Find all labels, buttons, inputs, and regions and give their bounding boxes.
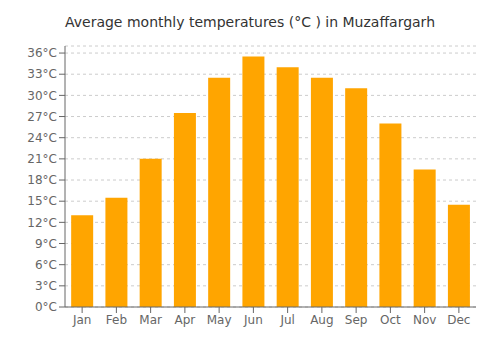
svg-text:Oct: Oct	[380, 313, 401, 327]
svg-text:30°C: 30°C	[27, 89, 57, 103]
svg-text:Aug: Aug	[310, 313, 333, 327]
svg-text:36°C: 36°C	[27, 46, 57, 60]
svg-text:Mar: Mar	[139, 313, 162, 327]
svg-text:27°C: 27°C	[27, 110, 57, 124]
svg-text:24°C: 24°C	[27, 131, 57, 145]
svg-text:Feb: Feb	[106, 313, 127, 327]
svg-text:3°C: 3°C	[35, 279, 57, 293]
svg-text:May: May	[207, 313, 232, 327]
svg-text:Jul: Jul	[279, 313, 294, 327]
svg-text:12°C: 12°C	[27, 216, 57, 230]
svg-text:Sep: Sep	[345, 313, 368, 327]
svg-text:6°C: 6°C	[35, 258, 57, 272]
svg-text:Dec: Dec	[447, 313, 470, 327]
svg-text:21°C: 21°C	[27, 152, 57, 166]
svg-text:33°C: 33°C	[27, 67, 57, 81]
svg-text:15°C: 15°C	[27, 194, 57, 208]
svg-text:9°C: 9°C	[35, 237, 57, 251]
svg-text:0°C: 0°C	[35, 300, 57, 314]
svg-text:Jan: Jan	[72, 313, 92, 327]
svg-text:Nov: Nov	[413, 313, 436, 327]
html-text:Average monthly temperatures (: Average monthly temperatures (°C ) in Mu…	[65, 14, 435, 30]
svg-text:Jun: Jun	[243, 313, 263, 327]
svg-text:Apr: Apr	[174, 313, 195, 327]
svg-text:18°C: 18°C	[27, 173, 57, 187]
